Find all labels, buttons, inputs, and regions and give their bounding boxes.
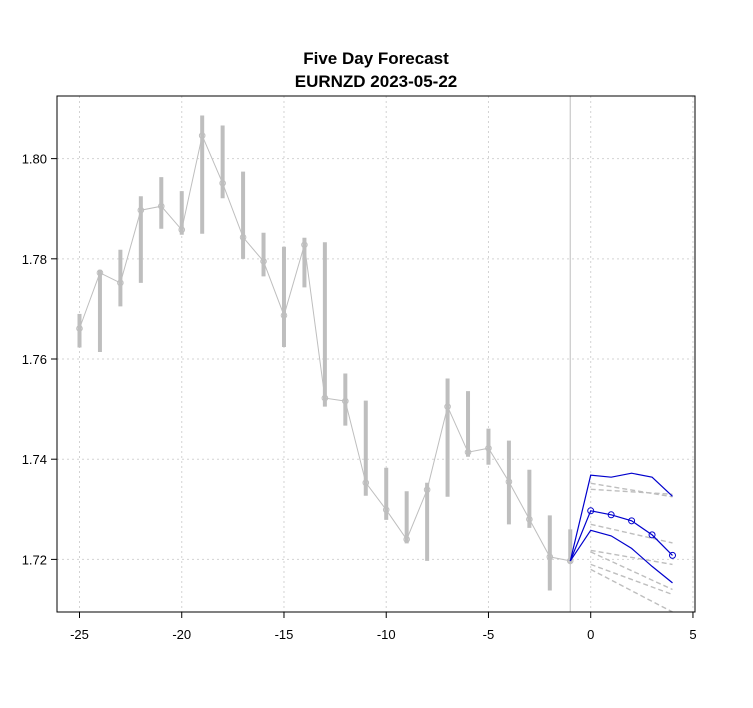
history-close-line	[79, 133, 571, 562]
forecast-band-line	[590, 551, 673, 591]
history-close-point	[219, 179, 226, 187]
history-close-point	[157, 202, 165, 210]
forecast-band-line	[590, 549, 673, 566]
chart-title: Five Day Forecast	[303, 49, 449, 68]
forecast-upper-line	[569, 472, 673, 562]
history-close-point	[362, 479, 370, 487]
history-series	[76, 115, 574, 591]
forecast-band-line	[590, 523, 673, 544]
y-tick-label: 1.72	[22, 552, 47, 567]
history-close-point	[280, 312, 288, 319]
history-close-point	[546, 553, 554, 561]
history-close-point	[260, 258, 267, 265]
x-tick-label: -20	[172, 627, 191, 642]
x-tick-label: -5	[483, 627, 495, 642]
forecast-mean-point	[587, 507, 595, 515]
forecast-series	[569, 472, 677, 584]
history-close-point	[464, 448, 472, 456]
forecast-mean-line	[569, 510, 673, 562]
history-close-point	[117, 279, 124, 287]
history-close-point	[137, 206, 145, 214]
history-close-point	[566, 557, 574, 565]
history-close-point	[526, 516, 533, 523]
x-tick-label: -25	[70, 627, 89, 642]
history-close-point	[321, 394, 329, 402]
history-close-point	[485, 444, 492, 452]
forecast-mean-point	[648, 531, 656, 539]
forecast-mean-point	[628, 517, 636, 525]
history-close-point	[444, 403, 451, 410]
x-tick-label: 5	[689, 627, 696, 642]
history-close-point	[198, 132, 206, 139]
history-close-point	[382, 506, 390, 514]
history-close-point	[342, 397, 349, 405]
history-close-point	[76, 325, 83, 332]
history-close-point	[403, 536, 410, 543]
forecast-band-line	[590, 488, 673, 495]
forecast-band-line	[590, 563, 673, 596]
y-tick-label: 1.76	[22, 352, 47, 367]
plot-frame	[56, 95, 696, 613]
y-tick-label: 1.80	[22, 152, 47, 167]
history-close-point	[96, 269, 104, 277]
forecast-mean-point	[669, 551, 677, 559]
history-close-point	[423, 486, 431, 494]
history-close-point	[505, 478, 513, 486]
forecast-band-line	[590, 568, 673, 613]
y-tick-label: 1.74	[22, 452, 47, 467]
x-tick-label: -15	[275, 627, 294, 642]
history-close-point	[239, 233, 247, 241]
axes: -25 -20 -15 -10 -5 0 5 1.72 1.74 1.76 1.78 1.80	[22, 152, 697, 642]
history-close-point	[301, 241, 308, 249]
history-close-point	[178, 226, 186, 234]
x-tick-label: 0	[587, 627, 594, 642]
forecast-band-line	[590, 482, 673, 498]
x-tick-label: -10	[377, 627, 396, 642]
chart-subtitle: EURNZD 2023-05-22	[295, 72, 458, 91]
grid-lines	[57, 96, 695, 612]
forecast-lower-line	[569, 529, 673, 584]
y-tick-label: 1.78	[22, 252, 47, 267]
forecast-mean-point	[607, 511, 615, 519]
forecast-bands	[590, 482, 673, 613]
